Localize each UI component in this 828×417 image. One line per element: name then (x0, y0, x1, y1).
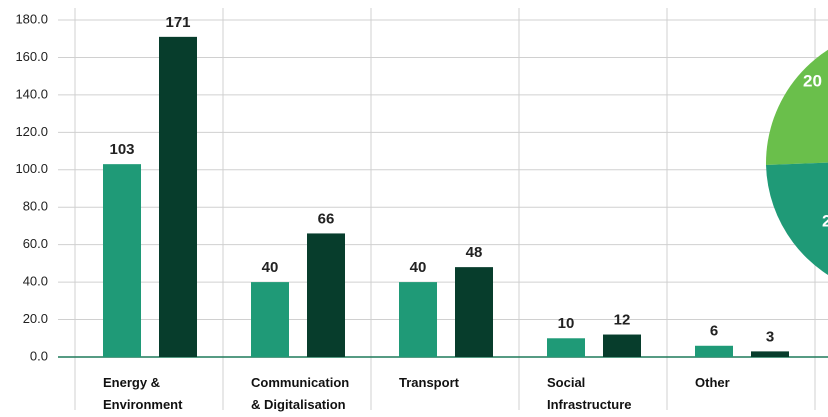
pie: 20 2 (765, 49, 828, 275)
bar (751, 351, 789, 357)
value-label: 66 (318, 210, 335, 227)
bar (103, 164, 141, 357)
bar (455, 267, 493, 357)
pie-label: 20 (803, 71, 822, 90)
y-tick-label: 60.0 (23, 236, 48, 251)
bar (251, 282, 289, 357)
value-label: 3 (766, 328, 774, 345)
plot: 103 171 40 66 40 48 10 12 6 3 (58, 14, 828, 358)
x-tick-label: Communication & Digitalisation (251, 375, 350, 412)
y-tick-label: 0.0 (30, 348, 48, 363)
y-tick-label: 120.0 (15, 124, 48, 139)
bar (307, 233, 345, 357)
value-label: 40 (262, 259, 279, 276)
pie-slice (765, 49, 828, 165)
x-tick-label: Other (695, 375, 730, 390)
pie-slice (766, 162, 828, 275)
y-tick-label: 180.0 (15, 11, 48, 26)
value-label: 48 (466, 244, 483, 261)
bar (399, 282, 437, 357)
x-tick-label: Social Infrastructure (547, 375, 632, 412)
bar (603, 334, 641, 357)
value-label: 10 (558, 315, 575, 332)
y-tick-label: 40.0 (23, 274, 48, 289)
value-label: 103 (109, 141, 134, 158)
y-tick-label: 160.0 (15, 49, 48, 64)
x-tick-label: Energy & Environment (103, 375, 183, 412)
value-label: 12 (614, 312, 631, 329)
bar (547, 338, 585, 357)
pie-label: 2 (822, 211, 828, 230)
value-label: 171 (165, 14, 190, 31)
y-tick-label: 100.0 (15, 161, 48, 176)
bar (159, 36, 197, 357)
bar (695, 345, 733, 357)
value-label: 6 (710, 323, 718, 340)
x-tick-label: Transport (399, 375, 459, 390)
y-tick-label: 140.0 (15, 86, 48, 101)
y-tick-label: 20.0 (23, 311, 48, 326)
value-label: 40 (410, 259, 427, 276)
y-tick-label: 80.0 (23, 199, 48, 214)
